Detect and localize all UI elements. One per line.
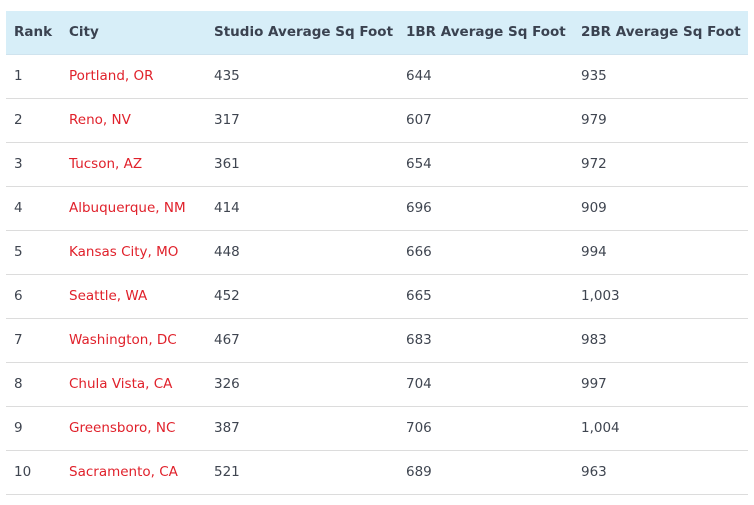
table-row: 2 Reno, NV 317 607 979 [6, 98, 748, 143]
two-br-cell: 935 [573, 54, 748, 99]
two-br-cell: 979 [573, 98, 748, 143]
header-studio: Studio Average Sq Foot [206, 11, 398, 55]
one-br-cell: 683 [398, 318, 573, 363]
one-br-cell: 706 [398, 406, 573, 451]
header-2br: 2BR Average Sq Foot [573, 11, 748, 55]
one-br-cell: 644 [398, 54, 573, 99]
studio-cell: 361 [206, 142, 398, 187]
header-city: City [61, 11, 206, 55]
rank-cell: 6 [6, 274, 61, 319]
studio-cell: 414 [206, 186, 398, 231]
city-link[interactable]: Chula Vista, CA [61, 362, 206, 407]
two-br-cell: 983 [573, 318, 748, 363]
table-row: 5 Kansas City, MO 448 666 994 [6, 230, 748, 275]
studio-cell: 467 [206, 318, 398, 363]
two-br-cell: 972 [573, 142, 748, 187]
one-br-cell: 666 [398, 230, 573, 275]
table-row: 1 Portland, OR 435 644 935 [6, 54, 748, 99]
rank-cell: 7 [6, 318, 61, 363]
rank-cell: 2 [6, 98, 61, 143]
one-br-cell: 696 [398, 186, 573, 231]
header-rank: Rank [6, 11, 61, 55]
one-br-cell: 665 [398, 274, 573, 319]
two-br-cell: 963 [573, 450, 748, 495]
city-link[interactable]: Albuquerque, NM [61, 186, 206, 231]
rank-cell: 9 [6, 406, 61, 451]
table-header-row: Rank City Studio Average Sq Foot 1BR Ave… [6, 11, 748, 55]
table-row: 9 Greensboro, NC 387 706 1,004 [6, 406, 748, 451]
studio-cell: 452 [206, 274, 398, 319]
city-link[interactable]: Washington, DC [61, 318, 206, 363]
table-row: 8 Chula Vista, CA 326 704 997 [6, 362, 748, 407]
studio-cell: 448 [206, 230, 398, 275]
one-br-cell: 704 [398, 362, 573, 407]
two-br-cell: 1,003 [573, 274, 748, 319]
rankings-table-container: Rank City Studio Average Sq Foot 1BR Ave… [6, 11, 748, 495]
rank-cell: 1 [6, 54, 61, 99]
rank-cell: 10 [6, 450, 61, 495]
two-br-cell: 1,004 [573, 406, 748, 451]
two-br-cell: 994 [573, 230, 748, 275]
table-row: 7 Washington, DC 467 683 983 [6, 318, 748, 363]
one-br-cell: 689 [398, 450, 573, 495]
studio-cell: 435 [206, 54, 398, 99]
city-link[interactable]: Seattle, WA [61, 274, 206, 319]
rank-cell: 8 [6, 362, 61, 407]
city-link[interactable]: Portland, OR [61, 54, 206, 99]
city-link[interactable]: Sacramento, CA [61, 450, 206, 495]
two-br-cell: 997 [573, 362, 748, 407]
header-1br: 1BR Average Sq Foot [398, 11, 573, 55]
one-br-cell: 607 [398, 98, 573, 143]
city-link[interactable]: Greensboro, NC [61, 406, 206, 451]
city-link[interactable]: Kansas City, MO [61, 230, 206, 275]
rank-cell: 4 [6, 186, 61, 231]
one-br-cell: 654 [398, 142, 573, 187]
studio-cell: 521 [206, 450, 398, 495]
studio-cell: 326 [206, 362, 398, 407]
table-row: 6 Seattle, WA 452 665 1,003 [6, 274, 748, 319]
rank-cell: 5 [6, 230, 61, 275]
studio-cell: 317 [206, 98, 398, 143]
table-row: 4 Albuquerque, NM 414 696 909 [6, 186, 748, 231]
city-link[interactable]: Tucson, AZ [61, 142, 206, 187]
table-row: 10 Sacramento, CA 521 689 963 [6, 450, 748, 495]
rank-cell: 3 [6, 142, 61, 187]
table-row: 3 Tucson, AZ 361 654 972 [6, 142, 748, 187]
studio-cell: 387 [206, 406, 398, 451]
city-link[interactable]: Reno, NV [61, 98, 206, 143]
rankings-table: Rank City Studio Average Sq Foot 1BR Ave… [6, 11, 748, 495]
two-br-cell: 909 [573, 186, 748, 231]
